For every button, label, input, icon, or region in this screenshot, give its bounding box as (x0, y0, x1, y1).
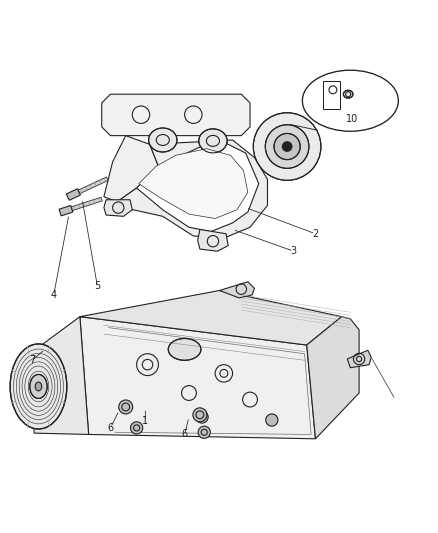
Polygon shape (80, 317, 315, 439)
Polygon shape (306, 317, 358, 439)
Polygon shape (78, 177, 108, 193)
Circle shape (192, 408, 206, 422)
Polygon shape (346, 350, 371, 368)
Polygon shape (117, 140, 267, 238)
Circle shape (130, 422, 142, 434)
Text: 1: 1 (142, 416, 148, 426)
Ellipse shape (265, 125, 308, 168)
Circle shape (198, 426, 210, 438)
Ellipse shape (253, 113, 320, 180)
Text: 10: 10 (346, 114, 358, 124)
Text: 2: 2 (311, 229, 318, 239)
Text: 7: 7 (29, 356, 35, 365)
Ellipse shape (148, 128, 177, 152)
Ellipse shape (282, 142, 291, 151)
Text: 3: 3 (290, 246, 296, 256)
Ellipse shape (168, 338, 201, 360)
Text: 6: 6 (107, 423, 113, 433)
Polygon shape (219, 282, 254, 298)
Ellipse shape (343, 90, 352, 98)
Text: 6: 6 (181, 430, 187, 439)
Ellipse shape (273, 133, 300, 159)
Polygon shape (66, 189, 80, 200)
Text: 5: 5 (94, 281, 100, 291)
Ellipse shape (30, 375, 47, 399)
Polygon shape (197, 229, 228, 251)
Ellipse shape (302, 70, 397, 131)
Circle shape (118, 400, 132, 414)
Polygon shape (30, 317, 88, 434)
Polygon shape (59, 205, 73, 216)
Ellipse shape (35, 382, 42, 391)
Polygon shape (102, 94, 250, 135)
Text: 4: 4 (50, 290, 57, 300)
Polygon shape (80, 290, 341, 345)
Polygon shape (138, 149, 247, 219)
Circle shape (195, 411, 208, 423)
Ellipse shape (10, 344, 67, 429)
Polygon shape (104, 135, 158, 202)
Polygon shape (71, 197, 102, 211)
Polygon shape (104, 200, 132, 216)
Ellipse shape (198, 129, 226, 153)
Circle shape (265, 414, 277, 426)
